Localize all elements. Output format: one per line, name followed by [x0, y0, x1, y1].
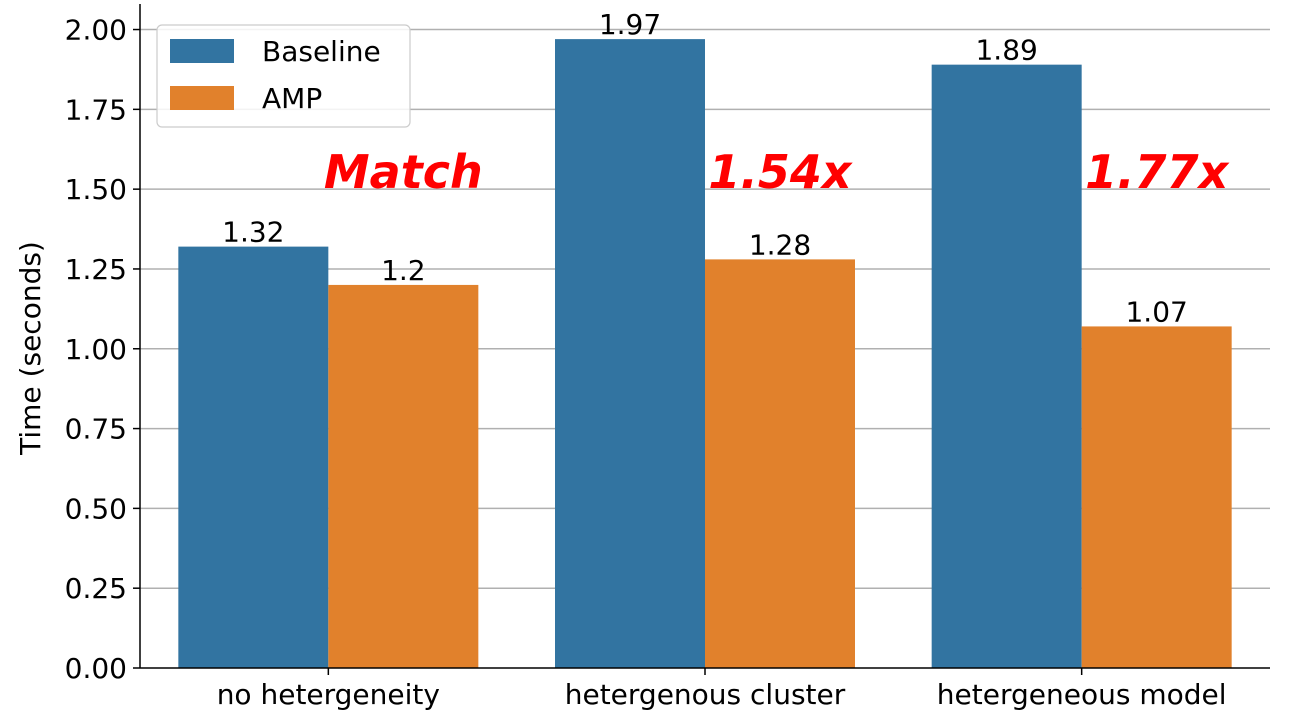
y-tick-label: 1.25 — [65, 253, 127, 286]
bar-amp-2 — [705, 259, 855, 668]
x-tick-label: hetergeneous model — [937, 678, 1227, 711]
tick-labels: 0.00 0.25 0.50 0.75 1.00 1.25 1.50 1.75 2.00 no h… — [65, 14, 1227, 711]
x-tick-label: no hetergeneity — [217, 678, 440, 711]
bar-value-label: 1.97 — [599, 8, 661, 41]
legend-swatch-amp — [170, 86, 234, 110]
legend: Baseline AMP — [156, 24, 411, 128]
x-tick-label: hetergenous cluster — [565, 678, 846, 711]
speedup-annotation: 1.77x — [1085, 145, 1229, 199]
bar-value-label: 1.07 — [1125, 295, 1187, 328]
y-tick-label: 2.00 — [65, 14, 127, 47]
bar-baseline-1 — [178, 246, 329, 668]
bar-value-label: 1.89 — [975, 34, 1037, 67]
bar-baseline-3 — [931, 64, 1082, 668]
y-tick-label: 0.75 — [65, 413, 127, 446]
annotations: Match 1.54x 1.77x — [324, 145, 1230, 199]
bar-value-label: 1.32 — [222, 216, 284, 249]
bar-baseline-2 — [555, 39, 705, 669]
y-tick-label: 0.25 — [65, 572, 127, 605]
speedup-annotation: 1.54x — [708, 145, 852, 199]
y-tick-label: 0.00 — [65, 652, 127, 685]
y-axis-label: Time (seconds) — [14, 241, 47, 456]
data-labels: 1.32 1.2 1.97 1.28 1.89 1.07 — [222, 8, 1188, 328]
y-tick-label: 1.50 — [65, 173, 127, 206]
bar-amp-1 — [328, 284, 479, 668]
y-tick-label: 1.00 — [65, 333, 127, 366]
y-tick-label: 1.75 — [65, 93, 127, 126]
bar-amp-3 — [1081, 326, 1232, 668]
bar-value-label: 1.28 — [749, 228, 811, 261]
bars — [178, 39, 1232, 669]
bar-value-label: 1.2 — [381, 254, 426, 287]
legend-label-amp: AMP — [262, 82, 322, 115]
legend-label-baseline: Baseline — [262, 35, 381, 68]
speedup-annotation: Match — [324, 145, 483, 199]
y-tick-label: 0.50 — [65, 492, 127, 525]
legend-swatch-baseline — [170, 39, 234, 63]
